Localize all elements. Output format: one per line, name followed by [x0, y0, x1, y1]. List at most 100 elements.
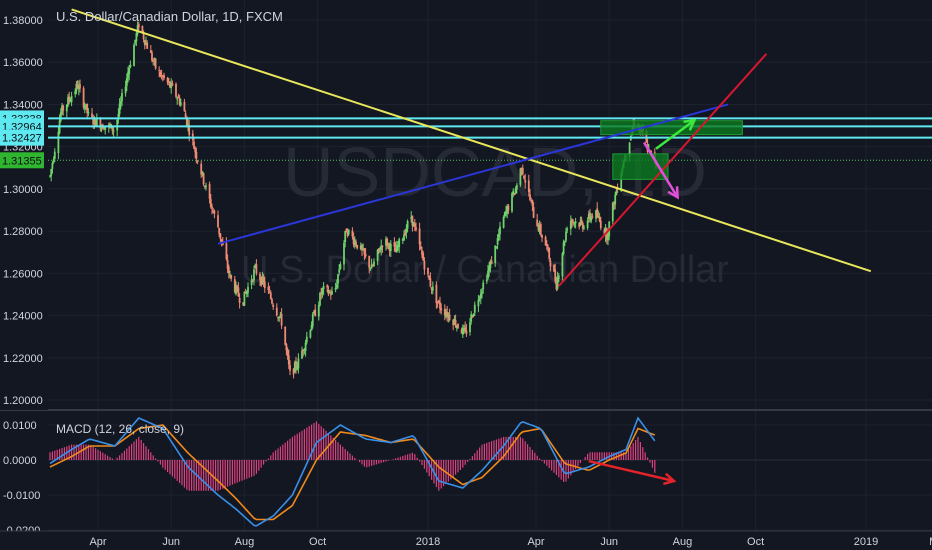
candle-body	[521, 168, 524, 175]
green-arrow-head	[683, 118, 697, 131]
candle-body	[495, 246, 498, 248]
candle-body	[370, 264, 373, 269]
candle-body	[581, 223, 584, 229]
price-tick-label: 1.20000	[3, 395, 43, 407]
candle-body	[541, 234, 543, 238]
candle-body	[119, 101, 122, 104]
candle-body	[428, 275, 431, 280]
candle-body	[254, 264, 257, 268]
candle-body	[431, 286, 434, 291]
candles	[49, 21, 657, 379]
candle-body	[124, 86, 127, 94]
candle-body	[262, 277, 265, 282]
candle-body	[347, 229, 350, 234]
price-axis[interactable]: 1.380001.360001.340001.320001.300001.280…	[0, 0, 48, 410]
candle-body	[177, 97, 180, 99]
candle-body	[309, 330, 312, 338]
macd-tick-label: -0.0100	[3, 490, 40, 502]
candle-body	[514, 188, 517, 194]
candle-body	[218, 227, 221, 235]
candle-body	[463, 328, 465, 330]
candle-body	[488, 266, 491, 271]
candle-body	[505, 211, 507, 214]
candle-body	[583, 227, 585, 229]
candle-body	[544, 236, 547, 246]
candle-body	[135, 33, 138, 42]
candle-body	[429, 278, 432, 287]
candle-body	[295, 361, 297, 368]
candle-body	[530, 201, 533, 203]
candle-body	[477, 299, 480, 307]
candle-body	[381, 245, 384, 248]
price-axis-bg	[0, 0, 48, 410]
price-tick-label: 1.34000	[3, 99, 43, 111]
candle-body	[175, 83, 177, 97]
candle-body	[628, 142, 631, 157]
candle-body	[296, 366, 299, 370]
candle-body	[225, 243, 228, 260]
candle-body	[489, 261, 492, 269]
candle-body	[539, 224, 542, 235]
candle-body	[580, 219, 583, 223]
candle-body	[436, 301, 439, 303]
candle-body	[286, 349, 289, 356]
candle-body	[187, 123, 189, 126]
price-level-label: 1.31355	[2, 155, 42, 167]
candle-body	[446, 311, 449, 317]
candle-body	[473, 304, 476, 313]
candle-body	[413, 223, 416, 227]
candle-body	[356, 244, 359, 249]
candle-body	[250, 280, 253, 285]
candle-body	[454, 320, 457, 327]
candle-body	[455, 325, 458, 329]
candle-body	[607, 234, 609, 240]
macd-line	[49, 416, 656, 527]
price-tick-label: 1.22000	[3, 353, 43, 365]
candle-body	[208, 183, 211, 199]
candle-body	[574, 221, 577, 224]
candle-body	[61, 105, 63, 114]
candle-body	[178, 97, 181, 105]
candle-body	[141, 25, 144, 33]
candle-body	[387, 243, 390, 245]
candle-body	[82, 88, 85, 108]
candle-body	[285, 344, 288, 351]
price-level-label: 1.32427	[2, 133, 42, 145]
candle-body	[437, 300, 440, 303]
candle-body	[287, 355, 290, 365]
candle-body	[485, 279, 488, 282]
candle-body	[410, 217, 413, 219]
candle-body	[589, 212, 591, 220]
candle-body	[236, 286, 239, 289]
price-tick-label: 1.28000	[3, 226, 43, 238]
grid	[48, 0, 932, 531]
candle-body	[284, 326, 287, 345]
candle-body	[603, 229, 606, 235]
candle-body	[515, 185, 518, 190]
time-axis[interactable]: Apr Jun Aug Oct 2018 Apr Jun Aug Oct 2019 Ma	[0, 530, 932, 550]
candle-body	[385, 238, 387, 246]
candle-body	[562, 242, 565, 254]
candle-body	[319, 292, 321, 306]
candle-body	[524, 179, 527, 183]
candle-body	[59, 112, 62, 121]
candle-body	[362, 249, 365, 251]
candle-body	[226, 260, 229, 269]
candle-body	[423, 260, 426, 270]
candle-body	[490, 260, 493, 265]
signal-line	[49, 424, 656, 521]
candle-body	[91, 113, 93, 118]
candle-body	[440, 308, 443, 311]
price-level-label-bg	[0, 129, 44, 146]
candle-body	[227, 267, 230, 274]
pink-arrow-head	[667, 186, 679, 200]
candle-body	[297, 358, 300, 369]
candle-body	[503, 212, 506, 217]
candle-body	[50, 169, 53, 176]
candle-body	[352, 237, 355, 245]
candle-body	[118, 103, 121, 115]
candle-body	[70, 96, 73, 103]
candle-body	[243, 291, 246, 306]
